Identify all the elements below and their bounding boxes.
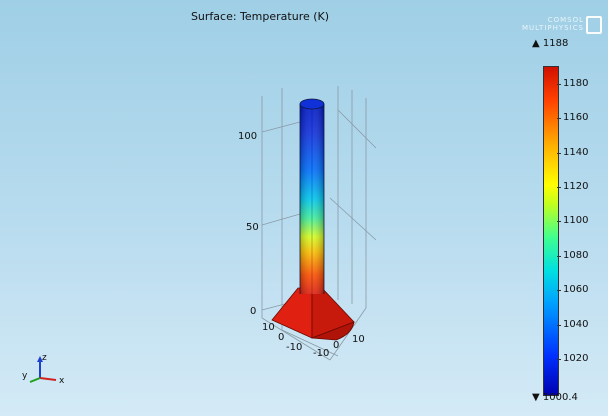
y-tick-label: 0 <box>278 332 284 343</box>
colorbar-min-label: ▼ 1000.4 <box>532 392 578 403</box>
z-axis-labels: 100 50 0 <box>238 131 259 317</box>
colorbar-tick <box>557 84 561 85</box>
x-tick-label: 10 <box>352 334 365 345</box>
colorbar-tick <box>557 256 561 257</box>
colorbar-tick-label: 1020 <box>563 353 589 364</box>
colorbar-tick-label: 1180 <box>563 78 589 89</box>
triad-x-label: x <box>59 376 65 386</box>
colorbar-max-label: ▲ 1188 <box>532 38 569 49</box>
y-axis-labels: 10 0 -10 <box>262 322 302 353</box>
base-geometry <box>271 287 355 341</box>
grid-lines <box>261 86 377 361</box>
x-axis-labels: -10 0 10 <box>313 334 365 359</box>
column-geometry <box>299 98 325 294</box>
colorbar-tick <box>557 118 561 119</box>
colorbar <box>543 66 559 396</box>
plot-title: Surface: Temperature (K) <box>190 10 330 23</box>
colorbar-tick <box>557 290 561 291</box>
colorbar-tick-label: 1040 <box>563 319 589 330</box>
comsol-logo: COMSOL MULTIPHYSICS <box>521 14 602 36</box>
3d-plot[interactable]: 100 50 0 10 0 -10 -10 0 10 <box>0 0 520 416</box>
x-tick-label: 0 <box>333 340 339 351</box>
y-tick-label: -10 <box>286 342 302 353</box>
z-tick-label: 0 <box>250 306 256 317</box>
colorbar-tick-label: 1140 <box>563 147 589 158</box>
x-tick-label: -10 <box>313 348 329 359</box>
colorbar-tick <box>557 187 561 188</box>
colorbar-tick <box>557 359 561 360</box>
colorbar-tick <box>557 221 561 222</box>
z-tick-label: 50 <box>246 222 259 233</box>
logo-text-2: MULTIPHYSICS <box>521 24 584 32</box>
triad-y-label: y <box>22 371 28 381</box>
colorbar-tick <box>557 153 561 154</box>
colorbar-tick-label: 1160 <box>563 112 589 123</box>
axis-triad-icon: z y x <box>22 353 65 386</box>
logo-text-1: COMSOL <box>547 16 584 24</box>
colorbar-tick-label: 1120 <box>563 181 589 192</box>
logo-mark-icon <box>586 16 602 34</box>
y-tick-label: 10 <box>262 322 275 333</box>
colorbar-tick-label: 1100 <box>563 215 589 226</box>
triad-z-label: z <box>42 353 47 363</box>
z-tick-label: 100 <box>238 131 257 142</box>
colorbar-tick-label: 1080 <box>563 250 589 261</box>
colorbar-tick <box>557 325 561 326</box>
colorbar-tick-label: 1060 <box>563 284 589 295</box>
